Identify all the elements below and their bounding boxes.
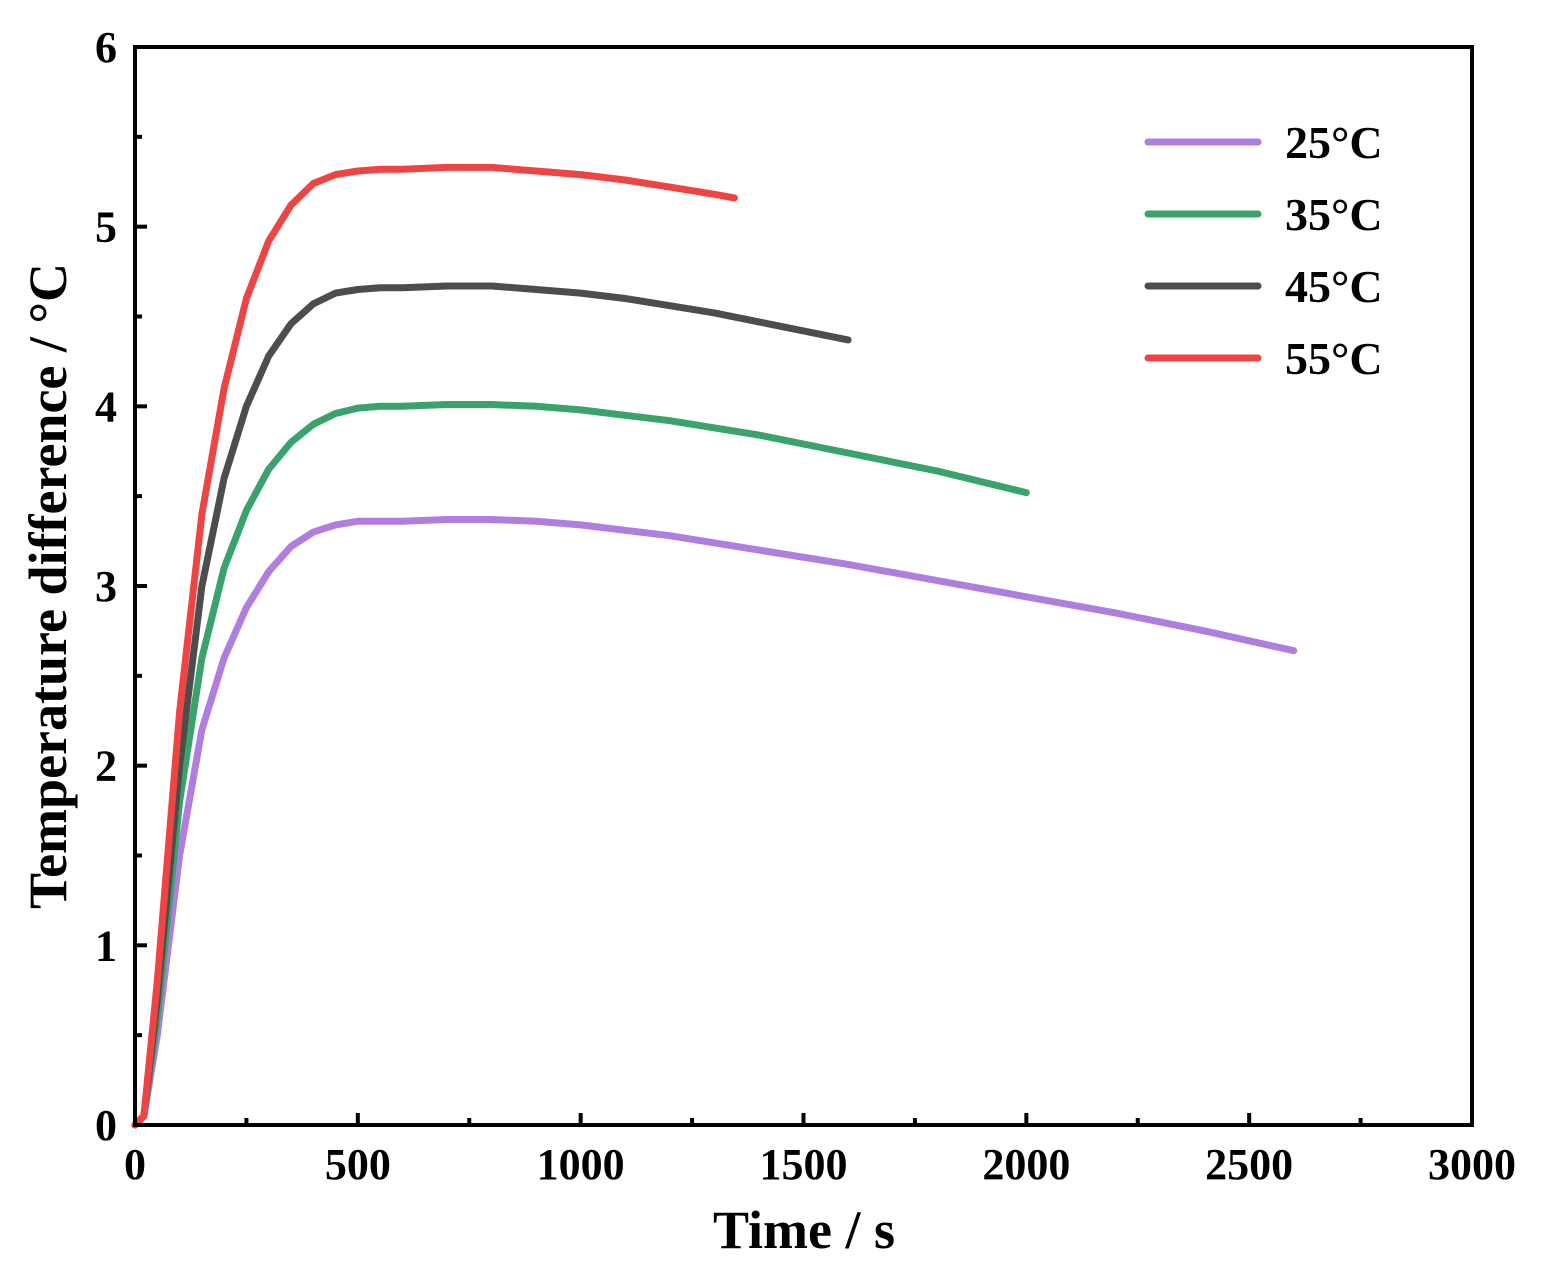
legend-label-2: 45°C [1285,261,1383,312]
legend: 25°C 35°C 45°C 55°C [1144,117,1383,384]
plot-frame [133,45,1474,1127]
x-tick-label: 1000 [537,1140,625,1189]
x-tick-label: 2000 [982,1140,1070,1189]
y-tick-label: 4 [95,382,117,431]
series-line-3 [131,163,738,1129]
y-tick-label: 6 [95,23,117,72]
series-line-0 [131,516,1298,1129]
x-tick-label: 2500 [1205,1140,1293,1189]
x-tick-label: 3000 [1428,1140,1516,1189]
series-line-1 [131,401,1030,1129]
y-tick-label: 1 [95,921,117,970]
y-tick-label: 2 [95,742,117,791]
ticks-layer: 0 500 1000 1500 2000 2500 3000 0 1 2 3 4 5 6 [95,23,1516,1189]
legend-label-1: 35°C [1285,189,1383,240]
x-tick-label: 500 [325,1140,391,1189]
x-tick-label: 1500 [760,1140,848,1189]
legend-label-0: 25°C [1285,117,1383,168]
series-line-2 [131,282,852,1129]
legend-label-3: 55°C [1285,333,1383,384]
y-tick-label: 0 [95,1101,117,1150]
series-layer [131,163,1298,1129]
y-tick-label: 3 [95,562,117,611]
x-tick-label: 0 [124,1140,146,1189]
y-axis-title: Temperature difference / °C [18,263,78,909]
y-tick-label: 5 [95,203,117,252]
x-axis-title: Time / s [713,1200,895,1260]
